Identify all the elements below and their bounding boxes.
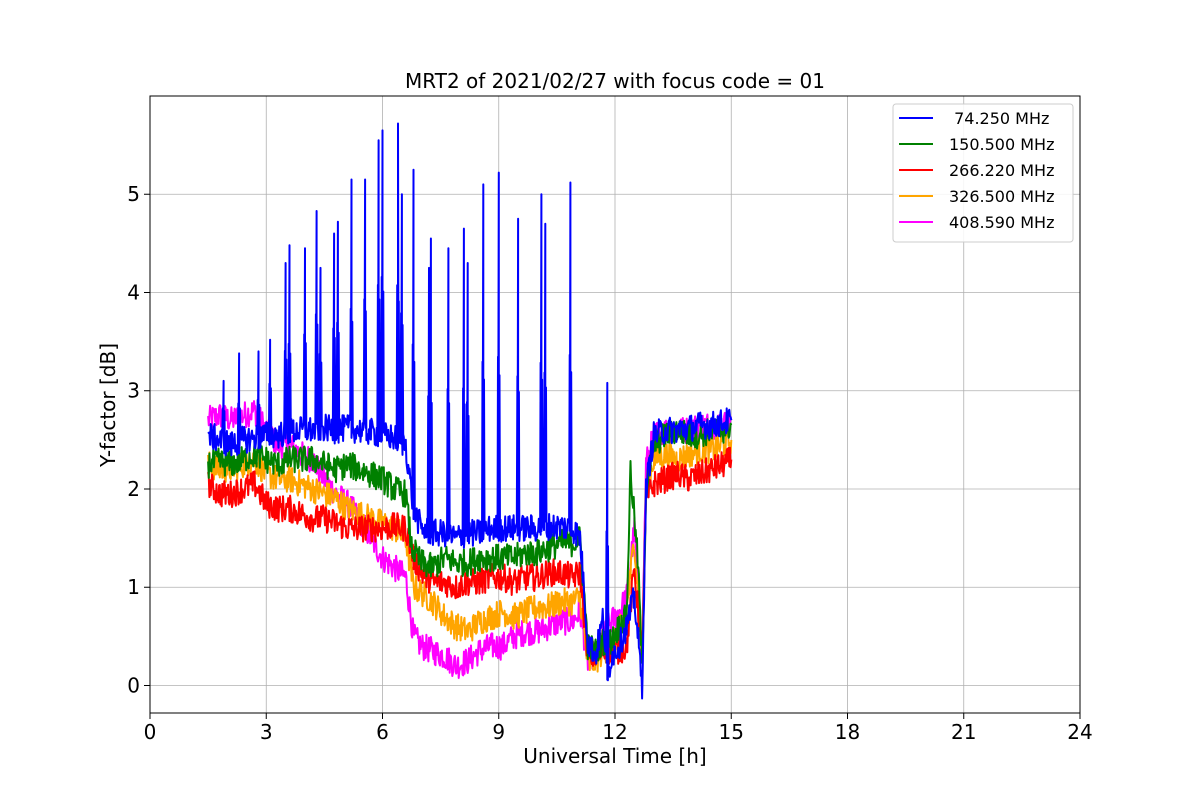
- legend-label: 408.590 MHz: [949, 213, 1054, 232]
- y-tick-label: 5: [127, 182, 140, 206]
- y-tick-label: 0: [127, 673, 140, 697]
- series-line: [207, 122, 733, 700]
- y-axis-label: Y-factor [dB]: [96, 343, 120, 468]
- legend-box: [892, 103, 1074, 243]
- y-tick-label: 4: [127, 280, 140, 304]
- legend-label: 326.500 MHz: [949, 187, 1054, 206]
- x-tick-label: 18: [835, 720, 860, 744]
- x-axis-label: Universal Time [h]: [523, 744, 706, 768]
- x-tick-label: 24: [1067, 720, 1092, 744]
- x-tick-label: 15: [719, 720, 744, 744]
- series-layer: [207, 122, 733, 700]
- x-tick-label: 9: [492, 720, 505, 744]
- legend-label: 150.500 MHz: [949, 135, 1054, 154]
- x-tick-label: 0: [144, 720, 157, 744]
- legend-label: 266.220 MHz: [949, 161, 1054, 180]
- x-tick-label: 3: [260, 720, 273, 744]
- x-tick-label: 21: [951, 720, 976, 744]
- y-tick-label: 2: [127, 477, 140, 501]
- y-axis: 0 1 2 3 4 5: [127, 182, 150, 697]
- x-tick-label: 12: [602, 720, 627, 744]
- legend: 74.250 MHz 150.500 MHz 266.220 MHz 326.500 …: [892, 103, 1074, 243]
- x-tick-label: 6: [376, 720, 389, 744]
- x-axis: 0 3 6 9 12 15 18 21 24: [144, 713, 1093, 744]
- y-tick-label: 1: [127, 575, 140, 599]
- legend-label: 74.250 MHz: [949, 109, 1049, 128]
- y-tick-label: 3: [127, 379, 140, 403]
- chart-title: MRT2 of 2021/02/27 with focus code = 01: [405, 69, 825, 93]
